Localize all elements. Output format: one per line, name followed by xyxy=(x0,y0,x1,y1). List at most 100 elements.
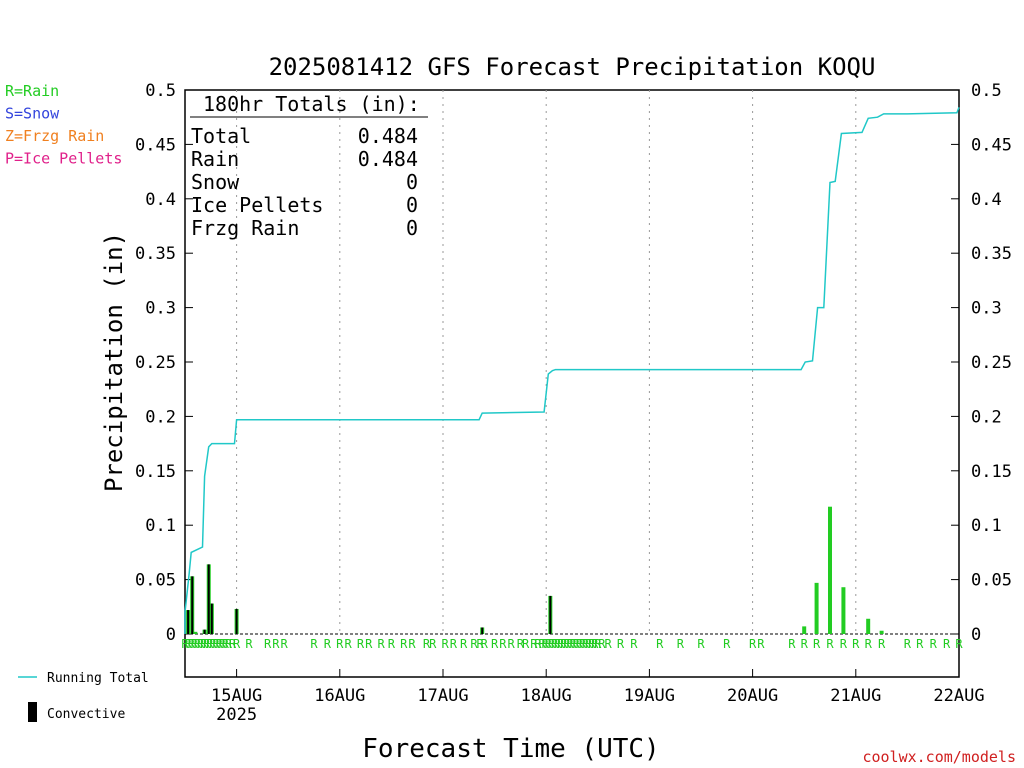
rain-marker: R xyxy=(723,637,731,651)
y-axis-left: 0 0.05 0.1 0.15 0.2 0.25 0.3 0.35 0.4 0.45 0.5 xyxy=(135,81,193,645)
rain-marker: R xyxy=(548,637,556,651)
rain-marker: R xyxy=(477,637,485,651)
rain-marker: R xyxy=(191,637,199,651)
convective-bar xyxy=(235,608,238,634)
convective-bar xyxy=(203,629,206,634)
rain-marker: R xyxy=(450,637,458,651)
rain-marker: R xyxy=(598,637,606,651)
y-tick-label-left: 0.45 xyxy=(135,135,176,155)
rain-marker: R xyxy=(470,637,478,651)
rain-marker: R xyxy=(324,637,332,651)
rain-marker: R xyxy=(194,637,202,651)
rain-marker: R xyxy=(272,637,280,651)
rain-marker: R xyxy=(566,637,574,651)
legend-item-label: Running Total xyxy=(47,671,149,686)
rain-marker: R xyxy=(233,637,241,651)
rain-marker: R xyxy=(904,637,912,651)
totals-box: 180hr Totals (in): Total 0.484 Rain 0.484 Sn… xyxy=(190,92,428,240)
rain-bar xyxy=(814,582,819,634)
legend-item-label: Convective xyxy=(47,707,125,722)
rain-marker: R xyxy=(491,637,499,651)
totals-row-value: 0.484 xyxy=(358,124,418,148)
totals-row-label: Rain xyxy=(191,147,239,171)
totals-row-label: Snow xyxy=(191,170,240,194)
rain-marker: R xyxy=(757,637,765,651)
rain-marker: R xyxy=(573,637,581,651)
rain-marker: R xyxy=(538,637,546,651)
rain-marker: R xyxy=(788,637,796,651)
credit-link[interactable]: coolwx.com/models xyxy=(862,748,1016,766)
rain-marker: R xyxy=(219,637,227,651)
rain-marker: R xyxy=(209,637,217,651)
x-tick-label: 18AUG xyxy=(521,686,572,706)
rain-marker: R xyxy=(245,637,253,651)
totals-row-value: 0 xyxy=(406,216,418,240)
rain-marker: R xyxy=(388,637,396,651)
rain-marker: R xyxy=(423,637,431,651)
rain-marker: R xyxy=(551,637,559,651)
y-tick-label-left: 0.2 xyxy=(145,407,176,427)
rain-marker: R xyxy=(677,637,685,651)
y-tick-label-left: 0 xyxy=(166,625,176,645)
rain-marker: R xyxy=(840,637,848,651)
x-tick-label: 16AUG xyxy=(314,686,365,706)
x-tick-sublabel: 2025 xyxy=(216,705,257,725)
rain-marker: R xyxy=(852,637,860,651)
rain-marker: R xyxy=(206,637,214,651)
rain-marker: R xyxy=(200,637,208,651)
precip-type-legend: R=Rain S=Snow Z=Frzg Rain P=Ice Pellets xyxy=(5,82,122,168)
y-tick-label-right: 0.05 xyxy=(971,571,1012,591)
rain-marker: R xyxy=(517,637,525,651)
y-tick-label-left: 0.5 xyxy=(145,81,176,101)
x-tick-label: 19AUG xyxy=(624,686,675,706)
rain-marker: R xyxy=(280,637,288,651)
rain-marker: R xyxy=(264,637,272,651)
y-tick-label-right: 0.4 xyxy=(971,190,1002,210)
rain-marker: R xyxy=(585,637,593,651)
precip-type-legend-item: R=Rain xyxy=(5,82,59,100)
rain-marker: R xyxy=(576,637,584,651)
rain-marker: R xyxy=(569,637,577,651)
y-axis-title: Precipitation (in) xyxy=(100,232,128,492)
rain-marker: R xyxy=(656,637,664,651)
convective-bars xyxy=(187,564,552,634)
y-tick-label-left: 0.1 xyxy=(145,516,176,536)
rain-marker: R xyxy=(215,637,223,651)
rain-marker: R xyxy=(563,637,571,651)
rain-marker: R xyxy=(344,637,352,651)
convective-bar xyxy=(210,603,213,634)
convective-bar xyxy=(207,564,210,634)
y-tick-label-right: 0.1 xyxy=(971,516,1002,536)
rain-marker: R xyxy=(749,637,757,651)
y-tick-label-right: 0.25 xyxy=(971,353,1012,373)
rain-marker: R xyxy=(605,637,613,651)
x-tick-label: 21AUG xyxy=(830,686,881,706)
rain-marker: R xyxy=(188,637,196,651)
totals-row-label: Total xyxy=(191,124,251,148)
legend-bar-swatch xyxy=(28,702,37,722)
rain-marker: R xyxy=(212,637,220,651)
rain-marker: R xyxy=(542,637,550,651)
rain-marker: R xyxy=(534,637,542,651)
x-tick-label: 22AUG xyxy=(933,686,984,706)
rain-marker: R xyxy=(617,637,625,651)
rain-marker: R xyxy=(460,637,468,651)
rain-marker: R xyxy=(507,637,515,651)
convective-bar xyxy=(549,595,552,634)
y-tick-label-right: 0.3 xyxy=(971,299,1002,319)
convective-bar xyxy=(191,576,194,634)
running-total-line xyxy=(184,107,960,634)
rain-marker: R xyxy=(197,637,205,651)
y-tick-label-left: 0.4 xyxy=(145,190,176,210)
totals-row-label: Frzg Rain xyxy=(191,216,299,240)
rain-marker: R xyxy=(365,637,373,651)
totals-row-label: Ice Pellets xyxy=(191,193,323,217)
y-axis-right: 0 0.05 0.1 0.15 0.2 0.25 0.3 0.35 0.4 0.45 0.5 xyxy=(951,81,1012,645)
rain-marker: R xyxy=(943,637,951,651)
y-tick-label-right: 0.45 xyxy=(971,135,1012,155)
y-tick-label-left: 0.15 xyxy=(135,462,176,482)
series-legend: Running Total Convective xyxy=(18,671,149,722)
totals-row-value: 0.484 xyxy=(358,147,418,171)
